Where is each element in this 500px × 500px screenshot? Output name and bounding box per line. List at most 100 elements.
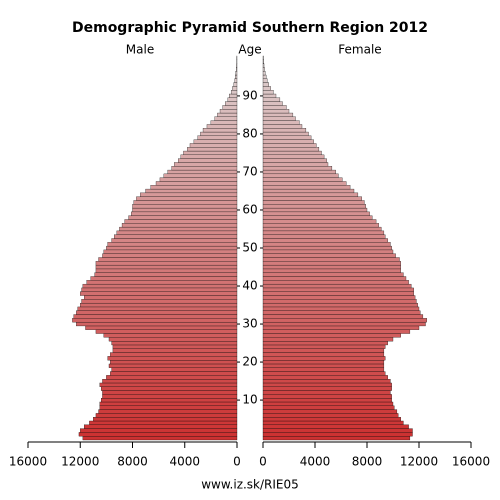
bar <box>262 299 417 304</box>
bar <box>103 249 238 254</box>
bar <box>227 97 238 102</box>
age-label: Age <box>238 43 261 57</box>
bar <box>150 185 238 190</box>
bar <box>72 318 238 323</box>
bar <box>106 245 238 251</box>
bar <box>114 234 238 239</box>
bar <box>262 63 265 68</box>
bar <box>262 97 281 102</box>
bar <box>262 375 388 380</box>
bar <box>262 428 413 433</box>
bar <box>262 272 404 277</box>
bar <box>101 386 238 391</box>
bar <box>85 325 238 330</box>
bar <box>155 181 238 186</box>
bar <box>232 86 238 91</box>
bar <box>262 280 409 285</box>
bar <box>101 398 238 403</box>
age-tick-label: 50 <box>242 241 257 255</box>
bar <box>262 158 327 163</box>
bar <box>262 71 266 76</box>
bar <box>214 116 238 121</box>
bar <box>262 268 401 273</box>
bar <box>229 93 238 98</box>
bar <box>103 333 238 338</box>
bar <box>131 211 238 216</box>
bar <box>81 287 238 292</box>
bar <box>262 367 385 372</box>
bar <box>262 211 370 216</box>
bar <box>262 135 312 140</box>
bar <box>262 306 420 311</box>
bar <box>262 302 418 308</box>
bar <box>262 413 399 418</box>
bar <box>99 405 238 410</box>
chart-title: Demographic Pyramid Southern Region 2012 <box>72 20 428 36</box>
bar <box>80 302 238 308</box>
bar <box>262 128 307 133</box>
bar <box>99 382 238 387</box>
bar <box>76 321 238 327</box>
bar <box>187 147 238 152</box>
bar <box>262 436 411 441</box>
bar <box>262 112 294 117</box>
bar <box>262 409 398 414</box>
bar <box>262 283 412 289</box>
bar <box>262 340 388 346</box>
bar <box>159 177 238 182</box>
age-tick-label: 70 <box>242 164 257 178</box>
footer: www.iz.sk/RIE05 <box>201 478 299 492</box>
bar <box>262 333 401 338</box>
bar <box>86 280 238 285</box>
bar <box>262 325 420 330</box>
bar <box>262 185 351 190</box>
bar <box>73 314 238 319</box>
bar <box>262 93 277 98</box>
bar <box>262 120 300 125</box>
bar <box>110 352 238 357</box>
female-label: Female <box>338 43 381 57</box>
bar <box>262 363 385 368</box>
bar <box>262 261 401 266</box>
bar <box>262 394 392 399</box>
bar <box>262 139 314 144</box>
bar <box>80 428 238 433</box>
bar <box>236 67 238 72</box>
age-tick-label: 90 <box>242 88 257 102</box>
bar <box>106 375 238 380</box>
bar <box>233 82 238 87</box>
x-tick-label: 0 <box>259 455 267 469</box>
bar <box>234 78 238 83</box>
bar <box>262 86 271 91</box>
bar <box>236 63 238 68</box>
bar <box>262 143 317 148</box>
bar <box>262 207 368 213</box>
bar <box>102 253 238 258</box>
bar <box>95 261 238 266</box>
bar <box>262 192 359 197</box>
bar <box>95 264 238 270</box>
bar <box>262 169 336 175</box>
x-tick-label: 8000 <box>352 455 383 469</box>
bar <box>262 67 265 72</box>
bar <box>262 276 407 281</box>
bar <box>262 249 394 254</box>
bar <box>95 268 238 273</box>
bar <box>197 135 238 140</box>
x-tick-label: 16000 <box>9 455 47 469</box>
bar <box>262 386 392 391</box>
age-tick-label: 30 <box>242 317 257 331</box>
bar <box>132 204 238 209</box>
bar <box>262 321 426 327</box>
bar <box>180 154 238 159</box>
bar <box>262 371 386 376</box>
bar <box>95 413 238 418</box>
bar <box>262 105 287 110</box>
bar <box>90 276 238 281</box>
bar <box>262 55 264 60</box>
bar <box>108 363 238 368</box>
bar <box>84 295 238 300</box>
bar <box>225 101 238 106</box>
bar <box>145 188 238 194</box>
bar <box>262 424 409 429</box>
